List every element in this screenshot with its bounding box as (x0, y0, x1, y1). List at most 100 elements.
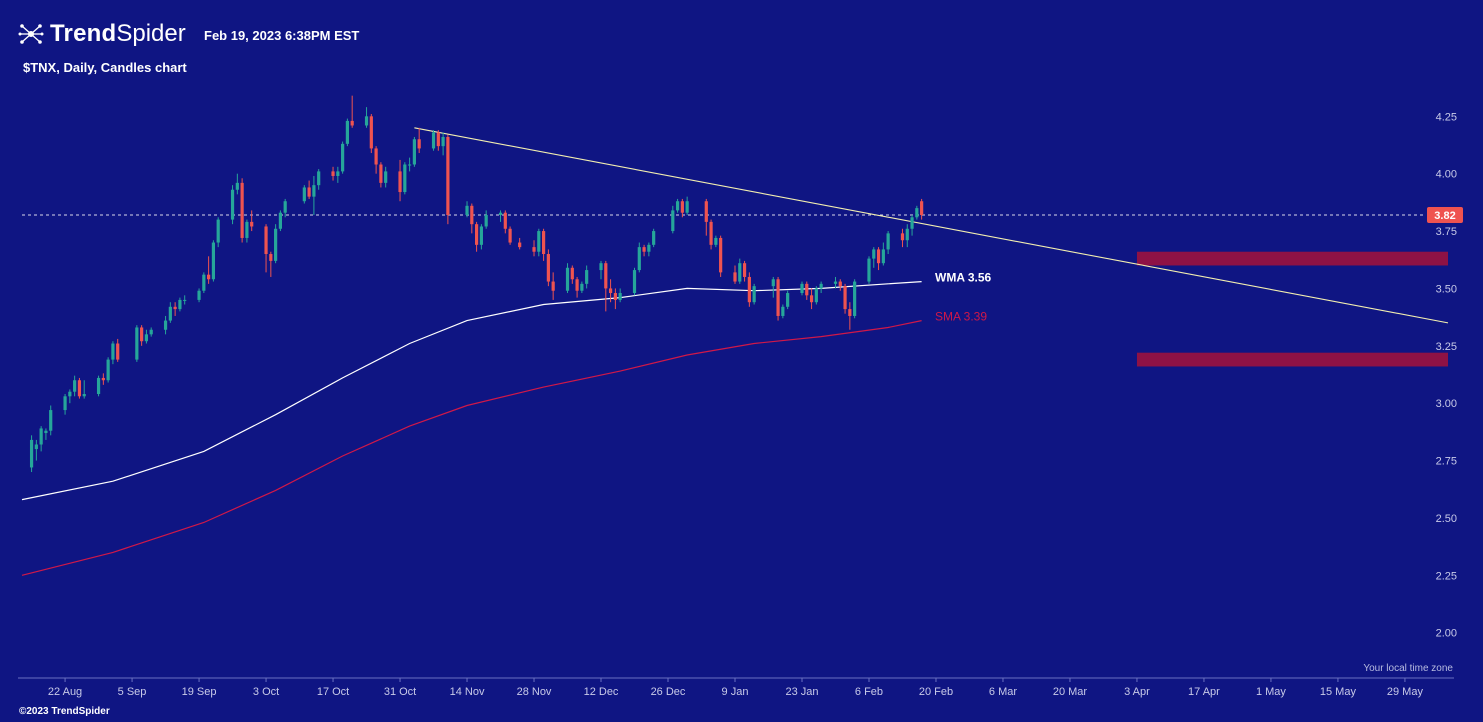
candle (374, 146, 378, 174)
candle-body (403, 164, 407, 193)
candle (278, 210, 283, 232)
candle (675, 198, 680, 213)
candle (819, 281, 823, 294)
candle (685, 196, 689, 215)
candle-body (920, 201, 924, 215)
y-tick-label: 2.25 (1436, 570, 1457, 582)
candle-body (867, 258, 871, 282)
candle (800, 281, 804, 296)
candle (96, 375, 101, 397)
candle-body (575, 279, 579, 291)
sma-line (21, 320, 922, 576)
candle (317, 169, 321, 190)
candle (498, 210, 503, 222)
candle-body (230, 189, 235, 220)
candle (173, 302, 177, 316)
x-tick-label: 26 Dec (651, 686, 686, 698)
x-tick-label: 1 May (1256, 686, 1286, 698)
candle (876, 247, 881, 271)
candles-layer (29, 95, 924, 473)
candle-body (876, 249, 881, 264)
candle (838, 279, 842, 291)
zone-0 (1136, 251, 1448, 266)
x-tick-label: 12 Dec (584, 686, 619, 698)
candle-body (604, 263, 608, 289)
candle (149, 327, 153, 337)
candle-body (336, 171, 340, 176)
candle (915, 205, 919, 220)
candle (63, 394, 67, 415)
candle-body (82, 394, 86, 397)
y-tick-label: 2.50 (1436, 513, 1457, 525)
candle (446, 134, 450, 225)
x-tick-label: 17 Apr (1188, 686, 1220, 698)
candle (886, 231, 890, 255)
candle (848, 302, 852, 330)
x-tick-label: 22 Aug (48, 686, 82, 698)
candle-body (599, 263, 603, 271)
candle (312, 175, 316, 215)
candle-body (264, 226, 268, 255)
y-tick-label: 3.50 (1436, 283, 1457, 295)
candle-body (910, 217, 914, 229)
candle (508, 226, 512, 245)
candle (604, 260, 608, 312)
candle-body (771, 279, 775, 287)
candle-body (546, 254, 550, 282)
candle-body (302, 187, 306, 202)
candle-body (905, 228, 909, 241)
candle-body (809, 295, 814, 303)
candle-body (580, 283, 584, 291)
candle-body (642, 247, 646, 252)
candle-body (278, 212, 283, 229)
candle-body (805, 283, 809, 296)
candle-body (853, 281, 857, 316)
candle (853, 279, 857, 319)
candle-body (470, 205, 474, 225)
sma-label: SMA 3.39 (935, 310, 987, 324)
candle-body (431, 132, 436, 149)
candle-body (73, 380, 77, 392)
candle-body (364, 116, 369, 126)
candle (369, 114, 373, 154)
candle-body (781, 306, 785, 316)
candle-body (637, 247, 641, 271)
candle (776, 276, 780, 321)
candle (384, 166, 388, 188)
x-tick-label: 28 Nov (517, 686, 552, 698)
candle-body (317, 171, 321, 186)
candle (111, 341, 115, 365)
candle (202, 272, 206, 294)
candle (580, 281, 584, 294)
candle (637, 242, 641, 273)
candle-body (752, 286, 756, 303)
candle-body (508, 228, 512, 243)
candle-body (436, 132, 440, 147)
candle (412, 136, 416, 167)
candle-body (29, 439, 34, 468)
candle-body (398, 171, 402, 193)
candle-body (269, 254, 273, 261)
candle-body (733, 272, 737, 282)
candle (245, 219, 249, 243)
candle (786, 290, 790, 310)
candle (752, 283, 756, 305)
candle (39, 426, 43, 452)
candle (106, 357, 110, 383)
x-tick-label: 31 Oct (384, 686, 416, 698)
trendline (414, 127, 1449, 324)
candle-body (211, 242, 216, 280)
candle (503, 210, 507, 234)
candle (872, 247, 876, 268)
candle (738, 258, 742, 284)
candle (403, 162, 407, 195)
candle-body (202, 274, 206, 291)
candle (341, 141, 345, 174)
candle-body (341, 143, 345, 172)
candle-body (503, 212, 507, 229)
candle-body (379, 164, 383, 183)
candle-body (116, 343, 120, 360)
wma-line (21, 281, 922, 501)
candle (82, 380, 86, 399)
candle-body (776, 279, 780, 316)
